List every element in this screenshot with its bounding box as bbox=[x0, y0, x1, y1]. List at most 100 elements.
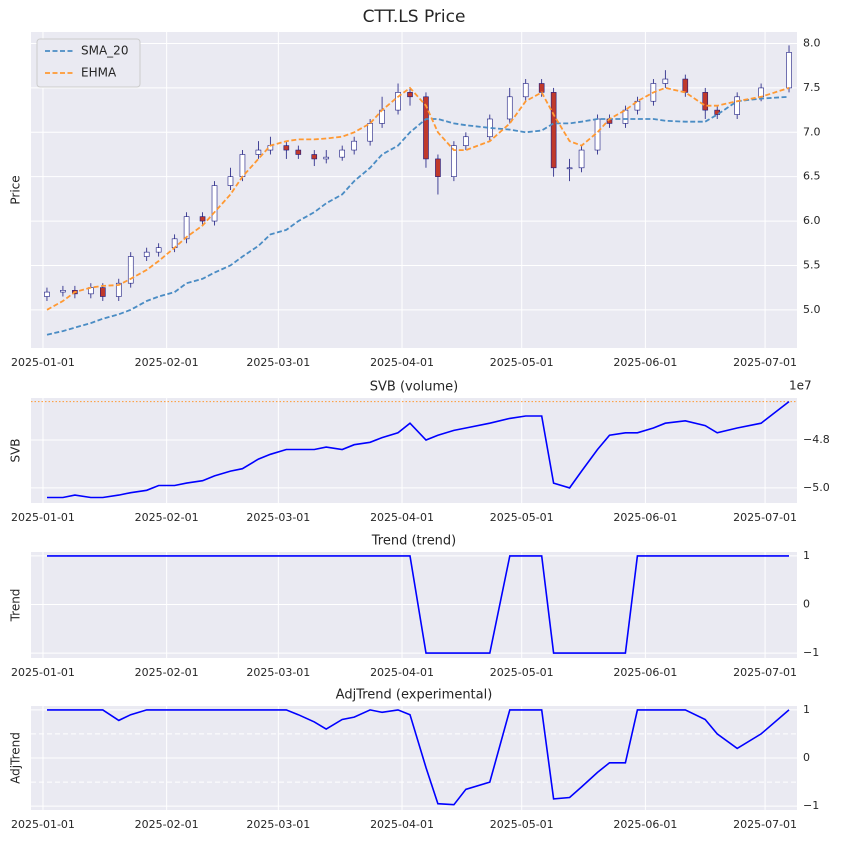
y-tick-label: −5.0 bbox=[803, 481, 830, 494]
x-tick-label: 2025-03-01 bbox=[246, 356, 310, 369]
candle-body bbox=[339, 149, 345, 158]
x-tick-label: 2025-04-01 bbox=[370, 511, 434, 524]
chart-title: CTT.LS Price bbox=[363, 7, 466, 27]
candle-body bbox=[283, 145, 290, 151]
series-line bbox=[47, 400, 790, 499]
legend-label: EHMA bbox=[81, 66, 117, 80]
x-tick-label: 2025-05-01 bbox=[490, 666, 554, 679]
x-tick-label: 2025-03-01 bbox=[246, 818, 310, 831]
y-axis-label: Price bbox=[9, 175, 23, 204]
y-tick-label: 6.0 bbox=[803, 214, 821, 227]
candle-body bbox=[682, 78, 689, 93]
candle-body bbox=[758, 87, 764, 98]
candle-body bbox=[155, 247, 162, 253]
x-tick-label: 2025-06-01 bbox=[613, 818, 677, 831]
candle-body bbox=[351, 140, 357, 151]
candle-body bbox=[734, 96, 740, 115]
series-line bbox=[47, 555, 789, 654]
candle-body bbox=[423, 96, 429, 160]
y-tick-label: −1 bbox=[803, 646, 819, 659]
candle-body bbox=[538, 83, 545, 93]
candle-body bbox=[506, 96, 513, 120]
candle-body bbox=[662, 78, 669, 84]
x-tick-label: 2025-07-01 bbox=[733, 356, 797, 369]
x-tick-label: 2025-06-01 bbox=[613, 356, 677, 369]
x-tick-label: 2025-04-01 bbox=[370, 356, 434, 369]
candle-body bbox=[44, 291, 50, 297]
candle-body bbox=[463, 136, 469, 146]
y-tick-label: 0 bbox=[803, 751, 810, 764]
x-tick-label: 2025-05-01 bbox=[490, 356, 554, 369]
x-tick-label: 2025-02-01 bbox=[135, 511, 199, 524]
candle-body bbox=[702, 92, 709, 111]
series-line bbox=[46, 86, 790, 311]
y-tick-label: −1 bbox=[803, 799, 819, 812]
x-tick-label: 2025-01-01 bbox=[11, 356, 75, 369]
x-tick-label: 2025-01-01 bbox=[11, 511, 75, 524]
panel-title: AdjTrend (experimental) bbox=[336, 688, 493, 703]
candle-body bbox=[550, 92, 557, 169]
axis-offset-label: 1e7 bbox=[789, 379, 812, 393]
candle-body bbox=[183, 216, 190, 240]
candle-body bbox=[143, 251, 150, 257]
candle-body bbox=[451, 145, 457, 177]
candle-body bbox=[323, 156, 330, 160]
plot-background bbox=[31, 32, 797, 348]
y-axis-label: SVB bbox=[9, 438, 23, 462]
panel-title: SVB (volume) bbox=[370, 380, 459, 395]
candle-body bbox=[522, 83, 529, 98]
candle-body bbox=[634, 100, 641, 111]
candle-body bbox=[227, 176, 234, 186]
candle-body bbox=[127, 256, 134, 284]
x-tick-label: 2025-02-01 bbox=[135, 818, 199, 831]
candle-body bbox=[786, 52, 792, 89]
x-tick-label: 2025-01-01 bbox=[11, 818, 75, 831]
x-tick-label: 2025-05-01 bbox=[490, 818, 554, 831]
x-tick-label: 2025-02-01 bbox=[135, 666, 199, 679]
y-tick-label: 6.5 bbox=[803, 170, 821, 183]
y-tick-label: 8.0 bbox=[803, 37, 821, 50]
candle-body bbox=[566, 167, 573, 170]
panel-title: Trend (trend) bbox=[371, 534, 457, 549]
x-tick-label: 2025-03-01 bbox=[246, 666, 310, 679]
x-tick-label: 2025-01-01 bbox=[11, 666, 75, 679]
candle-body bbox=[115, 282, 122, 297]
x-tick-label: 2025-04-01 bbox=[370, 666, 434, 679]
y-tick-label: 5.0 bbox=[803, 303, 821, 316]
candle-body bbox=[311, 154, 318, 160]
y-tick-label: 5.5 bbox=[803, 258, 821, 271]
candle-body bbox=[435, 158, 441, 177]
candle-body bbox=[622, 109, 629, 124]
candle-body bbox=[211, 185, 218, 222]
series-line bbox=[46, 95, 790, 336]
y-tick-label: 7.0 bbox=[803, 125, 821, 138]
legend: SMA_20 EHMA bbox=[36, 38, 141, 88]
x-tick-label: 2025-03-01 bbox=[246, 511, 310, 524]
candle-body bbox=[295, 149, 302, 155]
x-tick-label: 2025-07-01 bbox=[733, 818, 797, 831]
legend-label: SMA_20 bbox=[81, 44, 128, 58]
candle-body bbox=[60, 290, 66, 293]
x-tick-label: 2025-06-01 bbox=[613, 511, 677, 524]
x-tick-label: 2025-04-01 bbox=[370, 818, 434, 831]
y-axis-label: AdjTrend bbox=[9, 732, 23, 784]
plot-background bbox=[31, 398, 797, 503]
candle-body bbox=[100, 287, 106, 297]
candle-body bbox=[395, 92, 401, 111]
y-tick-label: −4.8 bbox=[803, 433, 830, 446]
x-tick-label: 2025-07-01 bbox=[733, 511, 797, 524]
y-axis-label: Trend bbox=[9, 589, 23, 623]
candle-body bbox=[199, 216, 206, 222]
x-tick-label: 2025-02-01 bbox=[135, 356, 199, 369]
y-tick-label: 1 bbox=[803, 549, 810, 562]
candle-body bbox=[367, 123, 373, 142]
y-tick-label: 0 bbox=[803, 598, 810, 611]
y-tick-label: 7.5 bbox=[803, 81, 821, 94]
series-line bbox=[47, 709, 790, 806]
candle-body bbox=[407, 92, 413, 98]
y-tick-label: 1 bbox=[803, 703, 810, 716]
candle-body bbox=[578, 149, 585, 169]
x-tick-label: 2025-05-01 bbox=[490, 511, 554, 524]
candle-body bbox=[379, 109, 385, 124]
